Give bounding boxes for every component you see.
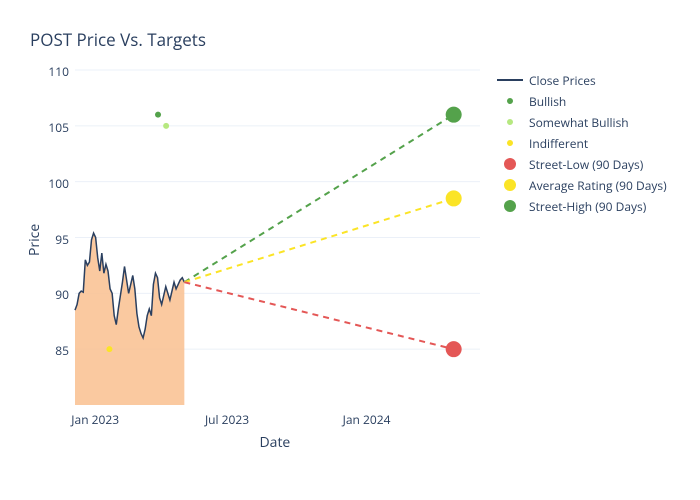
legend-swatch: [495, 136, 525, 150]
legend-item[interactable]: Somewhat Bullish: [495, 112, 667, 132]
plot-area: [75, 70, 480, 405]
y-tick-label: 85: [55, 342, 69, 359]
y-tick-label: 100: [48, 175, 69, 192]
y-tick-label: 90: [55, 286, 69, 303]
x-tick-label: Jan 2024: [343, 411, 391, 428]
legend-label: Somewhat Bullish: [529, 114, 629, 131]
legend-label: Street-High (90 Days): [529, 198, 646, 215]
x-tick-label: Jul 2023: [205, 411, 249, 428]
legend-swatch: [495, 178, 525, 192]
sentiment-point-indifferent: [106, 346, 112, 352]
legend-item[interactable]: Street-Low (90 Days): [495, 154, 667, 174]
x-axis-label: Date: [260, 433, 291, 452]
legend-item[interactable]: Average Rating (90 Days): [495, 175, 667, 195]
legend-label: Street-Low (90 Days): [529, 156, 643, 173]
legend-swatch: [495, 157, 525, 171]
y-tick-label: 95: [55, 231, 69, 248]
projection-line-street-low: [184, 282, 453, 349]
legend-item[interactable]: Indifferent: [495, 133, 667, 153]
legend-label: Close Prices: [529, 72, 596, 89]
legend-swatch: [495, 199, 525, 213]
projection-marker-average-rating: [446, 190, 462, 206]
y-tick-label: 110: [48, 63, 69, 80]
x-tick-label: Jan 2023: [71, 411, 119, 428]
legend-swatch: [495, 115, 525, 129]
projection-marker-street-high: [446, 107, 462, 123]
projection-line-average-rating: [184, 198, 453, 282]
sentiment-point-bullish: [155, 112, 161, 118]
legend-item[interactable]: Bullish: [495, 91, 667, 111]
legend-label: Bullish: [529, 93, 566, 110]
legend-swatch: [495, 73, 525, 87]
legend-swatch: [495, 94, 525, 108]
projection-marker-street-low: [446, 341, 462, 357]
close-prices-fill: [75, 233, 184, 405]
projection-line-street-high: [184, 115, 453, 283]
legend: Close Prices Bullish Somewhat Bullish Indif…: [495, 70, 667, 217]
legend-label: Indifferent: [529, 135, 588, 152]
legend-label: Average Rating (90 Days): [529, 177, 667, 194]
sentiment-point-somewhat_bullish: [163, 123, 169, 129]
y-tick-label: 105: [48, 119, 69, 136]
plot-svg: [75, 70, 480, 405]
legend-item[interactable]: Close Prices: [495, 70, 667, 90]
legend-item[interactable]: Street-High (90 Days): [495, 196, 667, 216]
chart-title: POST Price Vs. Targets: [30, 28, 206, 51]
y-axis-label: Price: [25, 223, 44, 255]
